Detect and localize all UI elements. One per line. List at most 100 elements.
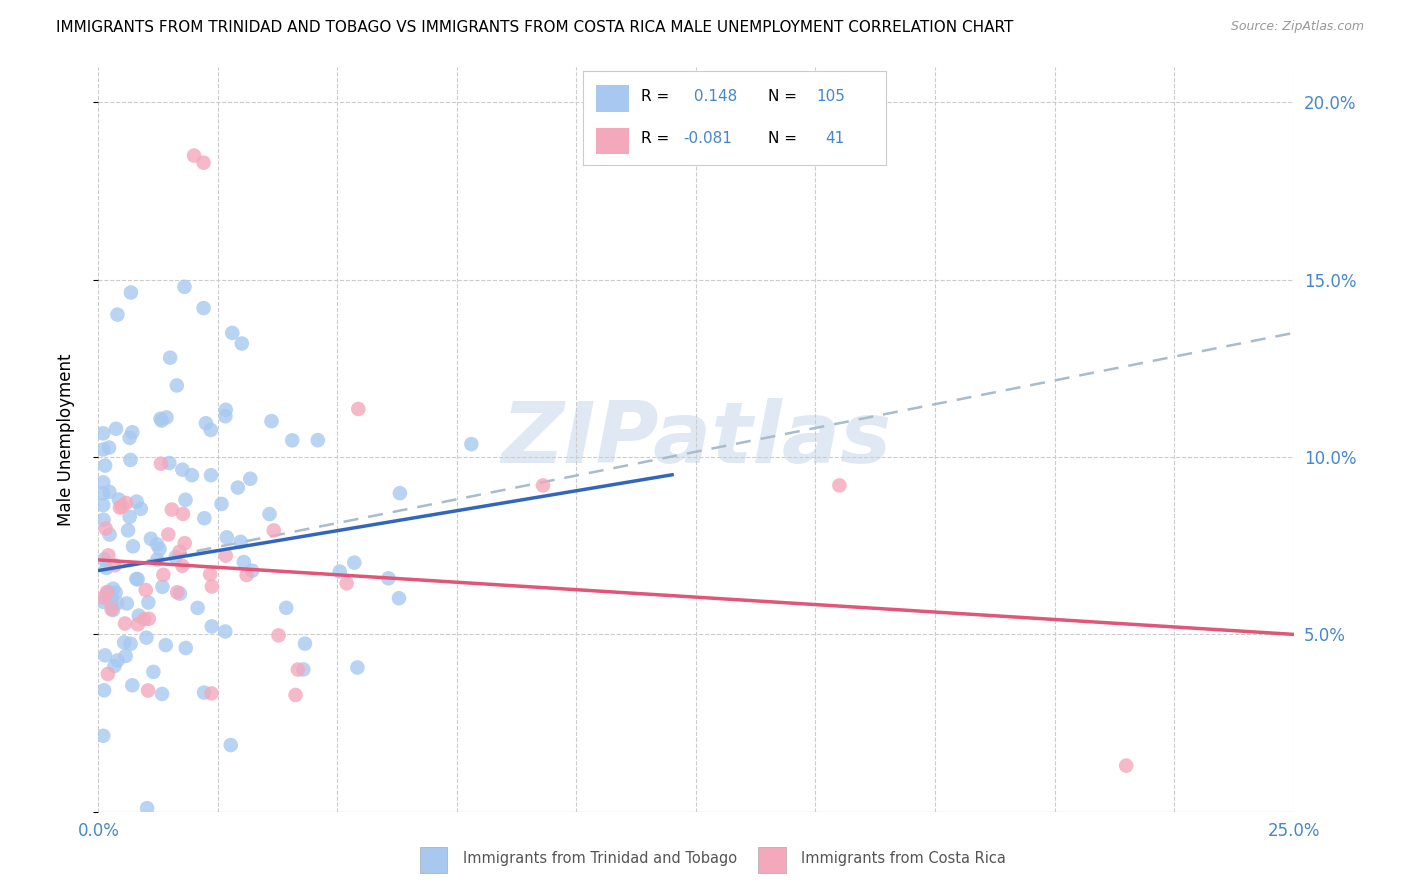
Point	[232, 555, 254, 569]
Text: ZIPatlas: ZIPatlas	[501, 398, 891, 481]
Point	[136, 683, 159, 698]
Text: 0.148: 0.148	[689, 89, 738, 104]
Point	[104, 585, 127, 599]
Point	[134, 612, 156, 626]
Point	[150, 413, 173, 427]
Point	[142, 665, 165, 679]
Point	[93, 513, 115, 527]
Point	[294, 637, 316, 651]
Point	[828, 478, 851, 492]
Point	[98, 441, 121, 455]
Point	[160, 502, 183, 516]
Point	[96, 561, 118, 575]
Text: Source: ZipAtlas.com: Source: ZipAtlas.com	[1230, 20, 1364, 33]
Point	[152, 580, 174, 594]
Point	[377, 571, 399, 585]
Point	[91, 486, 114, 500]
Point	[198, 567, 221, 582]
Point	[149, 457, 172, 471]
Point	[100, 602, 122, 616]
Point	[121, 425, 143, 440]
Point	[211, 497, 233, 511]
Text: R =: R =	[641, 89, 669, 104]
Bar	[596, 86, 628, 112]
Point	[149, 411, 172, 425]
Point	[114, 616, 136, 631]
Point	[173, 536, 195, 550]
Point	[127, 572, 149, 586]
Point	[235, 568, 257, 582]
Point	[114, 648, 136, 663]
Point	[215, 549, 238, 563]
Point	[200, 423, 222, 437]
Point	[128, 608, 150, 623]
Point	[231, 336, 253, 351]
Text: N =: N =	[768, 89, 797, 104]
Point	[193, 685, 215, 699]
Point	[111, 500, 134, 514]
Point	[165, 549, 187, 564]
Point	[107, 653, 129, 667]
Point	[146, 537, 169, 551]
Point	[157, 456, 180, 470]
Point	[93, 683, 115, 698]
Point	[226, 481, 249, 495]
Text: 41: 41	[825, 131, 845, 146]
Point	[97, 667, 120, 681]
Point	[221, 326, 243, 340]
Bar	[758, 847, 786, 872]
Point	[172, 558, 194, 573]
Point	[214, 624, 236, 639]
Point	[129, 501, 152, 516]
Point	[118, 431, 141, 445]
Point	[94, 458, 117, 473]
Text: IMMIGRANTS FROM TRINIDAD AND TOBAGO VS IMMIGRANTS FROM COSTA RICA MALE UNEMPLOYM: IMMIGRANTS FROM TRINIDAD AND TOBAGO VS I…	[56, 20, 1014, 35]
Bar	[419, 847, 447, 872]
Point	[120, 285, 142, 300]
Point	[260, 414, 283, 428]
Point	[122, 539, 145, 553]
Point	[135, 582, 157, 597]
Point	[125, 494, 148, 508]
Point	[388, 486, 411, 500]
Point	[214, 409, 236, 424]
Text: Immigrants from Costa Rica: Immigrants from Costa Rica	[801, 851, 1007, 866]
Point	[115, 496, 138, 510]
Point	[336, 576, 359, 591]
Point	[263, 524, 285, 538]
Point	[343, 556, 366, 570]
Point	[96, 585, 118, 599]
Point	[138, 595, 160, 609]
Point	[276, 600, 298, 615]
Point	[117, 524, 139, 538]
Point	[91, 475, 114, 490]
Point	[284, 688, 307, 702]
Point	[215, 402, 238, 417]
Point	[215, 530, 238, 544]
Point	[157, 527, 180, 541]
Point	[93, 591, 115, 605]
Point	[103, 659, 125, 673]
Point	[108, 500, 131, 515]
Point	[94, 521, 117, 535]
Point	[91, 595, 114, 609]
Point	[193, 301, 215, 315]
Point	[166, 378, 188, 392]
Point	[388, 591, 411, 606]
Point	[155, 410, 177, 425]
Text: Immigrants from Trinidad and Tobago: Immigrants from Trinidad and Tobago	[463, 851, 737, 866]
Point	[101, 582, 124, 596]
Point	[91, 498, 114, 512]
Point	[239, 472, 262, 486]
Point	[159, 351, 181, 365]
Point	[180, 468, 202, 483]
Point	[105, 596, 128, 610]
Point	[136, 801, 159, 815]
Point	[201, 580, 224, 594]
Point	[531, 478, 554, 492]
Point	[107, 308, 129, 322]
Point	[193, 511, 215, 525]
Point	[307, 433, 329, 447]
Point	[98, 484, 121, 499]
Point	[135, 631, 157, 645]
